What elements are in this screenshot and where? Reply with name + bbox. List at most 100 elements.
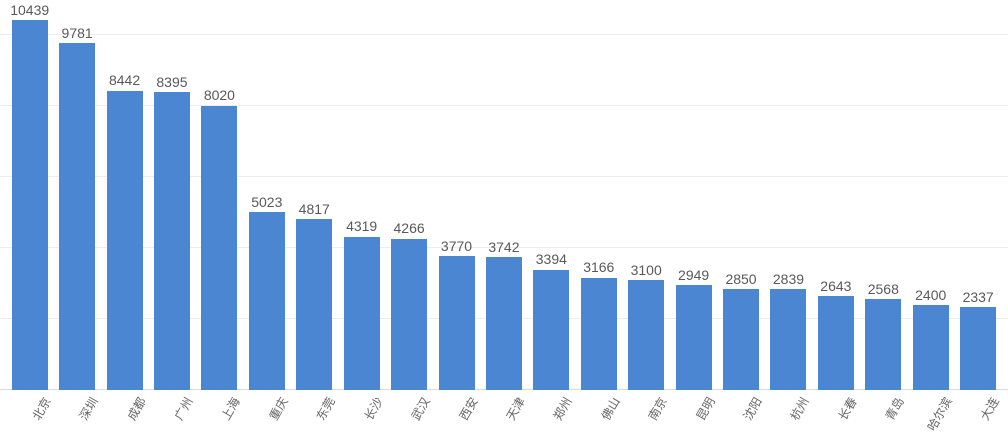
bar-column: 4266 武汉 [385, 0, 433, 439]
x-axis-label-area: 昆明 [670, 390, 717, 439]
x-axis-label: 大连 [977, 395, 1003, 423]
bar-column: 5023 重庆 [243, 0, 291, 439]
bar-column: 3742 天津 [480, 0, 528, 439]
x-axis-label-area: 西安 [433, 390, 480, 439]
x-axis-label-area: 长沙 [338, 390, 385, 439]
x-axis-label: 郑州 [551, 395, 576, 423]
bar-value-label: 2568 [867, 280, 899, 297]
x-axis-label-area: 哈尔滨 [907, 390, 954, 439]
bar[interactable] [865, 298, 902, 390]
bar-area: 8395 [148, 0, 195, 390]
bar-area: 3770 [433, 0, 480, 390]
bar-column: 8442 成都 [101, 0, 148, 439]
bar-column: 2949 昆明 [670, 0, 717, 439]
gridline [0, 105, 1008, 107]
bar-column: 2850 沈阳 [717, 0, 765, 439]
bar-area: 9781 [53, 0, 100, 390]
x-axis-label: 武汉 [408, 395, 433, 423]
bar[interactable] [296, 219, 333, 390]
x-axis-label: 广州 [171, 395, 196, 423]
x-axis-label-area: 广州 [148, 390, 196, 439]
x-axis-label-area: 青岛 [860, 390, 907, 439]
bar[interactable] [912, 304, 949, 390]
bar-value-label: 8395 [156, 73, 188, 90]
bar-value-label: 4319 [346, 218, 378, 235]
bar-value-label: 2839 [772, 270, 805, 287]
x-axis-label-area: 南京 [622, 390, 671, 439]
bar-area: 2568 [860, 0, 907, 390]
bar[interactable] [201, 105, 238, 390]
bar-area: 8442 [101, 0, 148, 390]
gridline [0, 176, 1008, 178]
bar-value-label: 8442 [108, 72, 141, 89]
gridline [0, 34, 1008, 36]
bar-value-label: 2949 [678, 267, 710, 284]
bar-area: 3166 [575, 0, 622, 390]
bar-column: 2337 大连 [954, 0, 1003, 439]
x-axis-label: 沈阳 [740, 395, 765, 423]
bar-area: 5023 [243, 0, 290, 390]
bar-area: 3100 [622, 0, 669, 390]
x-axis-label-area: 深圳 [53, 390, 101, 439]
bar[interactable] [485, 257, 522, 390]
bar[interactable] [628, 280, 665, 390]
bar[interactable] [675, 285, 712, 390]
bar[interactable] [960, 307, 997, 390]
bar[interactable] [817, 296, 854, 390]
bar-area: 3394 [528, 0, 575, 390]
bar-column: 3770 西安 [433, 0, 480, 439]
bar-area: 2949 [670, 0, 717, 390]
bar-column: 2839 杭州 [765, 0, 812, 439]
bar-area: 4817 [291, 0, 338, 390]
bar-value-label: 3166 [583, 259, 615, 276]
bar[interactable] [11, 19, 48, 390]
bar[interactable] [438, 256, 475, 390]
bar-value-label: 2643 [820, 277, 852, 294]
bar[interactable] [59, 43, 96, 390]
bar-column: 3166 佛山 [575, 0, 623, 439]
bar-value-label: 10439 [10, 1, 50, 18]
bar[interactable] [343, 236, 380, 390]
bar-value-label: 3100 [630, 261, 662, 278]
x-axis-label-area: 上海 [196, 390, 243, 439]
x-axis-label: 青岛 [883, 395, 908, 423]
x-axis-label-area: 重庆 [243, 390, 291, 439]
x-axis-label-area: 成都 [101, 390, 148, 439]
bar-area: 2839 [765, 0, 812, 390]
x-axis-label-area: 北京 [6, 390, 53, 439]
x-axis-label: 东莞 [313, 395, 339, 423]
bar-area: 3742 [480, 0, 527, 390]
bar-value-label: 4266 [393, 220, 425, 237]
x-axis-label-area: 沈阳 [717, 390, 765, 439]
bar-area: 4319 [338, 0, 385, 390]
bar[interactable] [533, 269, 570, 390]
bar-value-label: 9781 [61, 24, 93, 41]
x-axis-label: 上海 [219, 395, 244, 423]
bar[interactable] [153, 92, 190, 390]
bar-value-label: 5023 [251, 193, 283, 210]
bar-value-label: 3742 [488, 238, 520, 255]
x-axis-label: 哈尔滨 [924, 395, 955, 434]
x-axis-label-area: 佛山 [575, 390, 623, 439]
bar-column: 3100 南京 [622, 0, 671, 439]
x-axis-label: 成都 [124, 395, 149, 423]
x-axis-label: 南京 [645, 395, 671, 423]
bar-area: 2850 [717, 0, 764, 390]
gridline [0, 247, 1008, 249]
bar[interactable] [248, 211, 285, 390]
bar-column: 2643 长春 [812, 0, 860, 439]
x-axis-label: 长春 [835, 395, 860, 423]
x-axis-label-area: 天津 [480, 390, 528, 439]
bar[interactable] [723, 288, 760, 390]
bar[interactable] [580, 277, 617, 390]
bar-area: 8020 [196, 0, 243, 390]
bar[interactable] [391, 238, 428, 390]
bar-value-label: 3770 [440, 237, 473, 254]
bar-area: 2400 [907, 0, 954, 390]
bar-value-label: 2400 [915, 286, 947, 303]
x-axis-label: 长沙 [361, 395, 386, 423]
bar-area: 2643 [812, 0, 859, 390]
bar[interactable] [106, 90, 143, 390]
bar[interactable] [770, 289, 807, 390]
